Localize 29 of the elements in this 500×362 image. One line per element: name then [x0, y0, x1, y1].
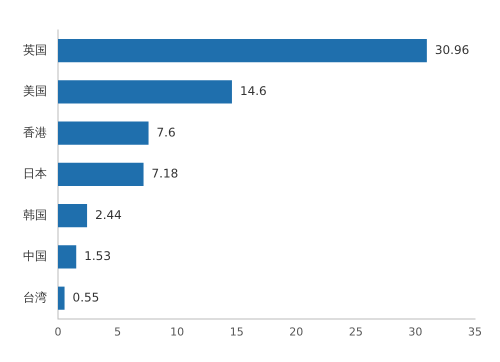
- data-label: 7.18: [152, 166, 178, 181]
- bar: [58, 245, 76, 269]
- y-tick-label: 美国: [23, 84, 47, 98]
- y-tick-label: 中国: [23, 249, 47, 264]
- y-tick-label: 台湾: [23, 290, 47, 304]
- x-tick-label: 0: [54, 325, 62, 338]
- data-label: 0.55: [72, 290, 100, 304]
- x-tick-label: 10: [170, 325, 184, 338]
- x-tick-label: 5: [114, 325, 122, 338]
- x-tick-label: 20: [289, 325, 304, 338]
- bar: [58, 39, 427, 62]
- bar: [58, 122, 149, 145]
- bar: [58, 80, 232, 104]
- x-tick-label: 30: [408, 325, 422, 338]
- x-tick-label: 15: [230, 325, 244, 338]
- bar: [58, 286, 65, 310]
- data-label: 2.44: [95, 208, 122, 222]
- y-tick-label: 韩国: [23, 208, 47, 222]
- data-label: 30.96: [434, 42, 470, 57]
- data-label: 14.6: [240, 84, 267, 98]
- bar: [58, 162, 144, 186]
- x-tick-label: 35: [468, 325, 482, 338]
- data-label: 1.53: [84, 249, 111, 264]
- x-tick-label: 25: [348, 325, 363, 338]
- y-tick-label: 日本: [23, 166, 47, 181]
- data-label: 7.6: [156, 125, 176, 140]
- y-tick-label: 香港: [23, 125, 47, 140]
- y-tick-label: 英国: [23, 42, 47, 57]
- bar: [58, 204, 88, 228]
